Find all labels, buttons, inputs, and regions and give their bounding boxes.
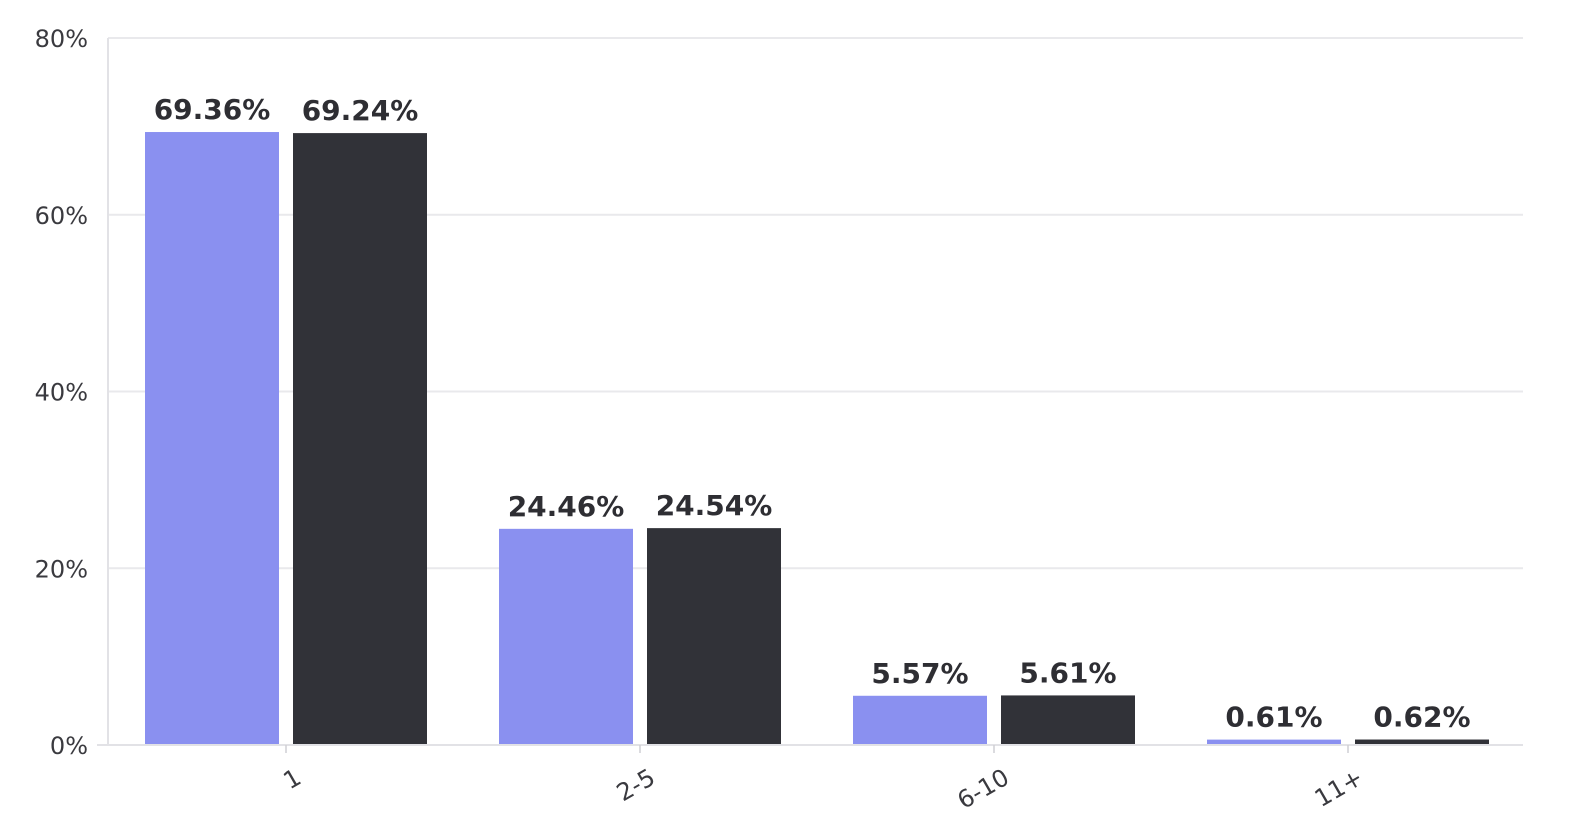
bar-series-2 (1001, 695, 1135, 745)
bar-series-1 (145, 132, 279, 745)
y-tick-label: 60% (35, 202, 88, 230)
data-label: 0.61% (1225, 701, 1322, 734)
bar-series-1 (853, 695, 987, 745)
data-label: 5.57% (871, 657, 968, 690)
bar-series-1 (499, 528, 633, 745)
data-label: 24.46% (508, 490, 625, 523)
x-tick-label: 6-10 (953, 763, 1014, 814)
y-tick-label: 80% (35, 25, 88, 53)
data-labels: 69.36% 24.46% 5.57% 0.61% 69.24% 24.54% 5.61% 0… (154, 93, 1471, 734)
bar-series-2 (647, 528, 781, 745)
y-tick-label: 40% (35, 379, 88, 407)
bar-series-2 (1355, 739, 1489, 745)
x-tick-label: 1 (279, 763, 306, 795)
bars (145, 132, 1489, 746)
data-label: 69.36% (154, 93, 271, 126)
x-tick-label: 11+ (1310, 763, 1368, 813)
bar-series-2 (293, 133, 427, 746)
y-tick-label: 0% (50, 732, 88, 760)
data-label: 69.24% (302, 94, 419, 127)
data-label: 5.61% (1019, 656, 1116, 689)
x-tick-label: 2-5 (612, 763, 660, 807)
y-tick-label: 20% (35, 555, 88, 583)
data-label: 24.54% (656, 489, 773, 522)
data-label: 0.62% (1373, 701, 1470, 734)
bar-series-1 (1207, 739, 1341, 745)
